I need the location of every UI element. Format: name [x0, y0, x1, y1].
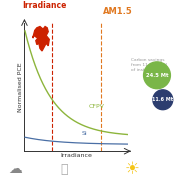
Text: 24.5 Mt: 24.5 Mt [146, 73, 168, 78]
Text: ☁: ☁ [8, 162, 22, 177]
Circle shape [144, 62, 170, 89]
Text: AM1.5: AM1.5 [102, 7, 132, 16]
Polygon shape [33, 26, 49, 51]
Text: Irradiance: Irradiance [22, 1, 67, 10]
Text: ☀: ☀ [124, 160, 139, 178]
Text: Carbon savings
from 11,970 MW
of installed solar: Carbon savings from 11,970 MW of install… [131, 58, 167, 72]
Circle shape [153, 90, 173, 110]
X-axis label: Irradiance: Irradiance [60, 153, 92, 158]
Text: CFPV: CFPV [89, 104, 104, 109]
Text: ⛅: ⛅ [60, 163, 68, 176]
Text: 11.6 Mt: 11.6 Mt [152, 97, 173, 102]
Y-axis label: Normalised PCE: Normalised PCE [18, 62, 23, 112]
Text: Si: Si [81, 131, 87, 136]
